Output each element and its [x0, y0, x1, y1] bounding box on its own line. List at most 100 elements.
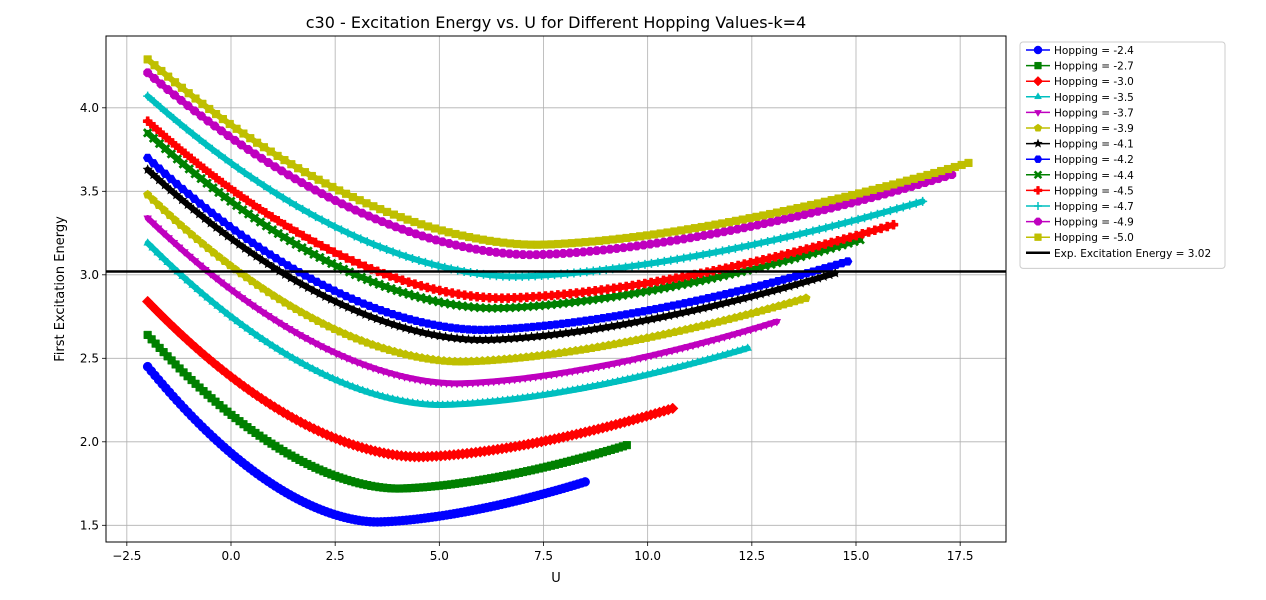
data-point	[743, 241, 753, 251]
data-point	[730, 243, 740, 253]
data-point	[328, 182, 337, 192]
data-point	[457, 333, 469, 344]
data-point	[840, 218, 850, 228]
data-point	[317, 215, 327, 225]
data-point	[892, 204, 902, 214]
data-point	[581, 238, 590, 247]
data-point	[473, 380, 483, 388]
data-point	[285, 272, 297, 283]
data-point	[243, 145, 253, 154]
data-point	[478, 235, 487, 244]
legend-label: Hopping = -2.4	[1054, 45, 1134, 57]
data-point	[376, 205, 385, 214]
data-point	[491, 247, 501, 257]
data-point	[451, 229, 460, 239]
data-point	[451, 332, 463, 344]
data-point	[304, 208, 314, 218]
data-point	[930, 168, 939, 178]
data-point	[181, 224, 191, 234]
data-point	[492, 237, 501, 246]
legend-label: Hopping = -3.0	[1054, 76, 1134, 88]
data-point	[408, 397, 418, 406]
data-point	[186, 229, 197, 239]
data-point	[157, 66, 166, 76]
data-point	[219, 256, 230, 266]
data-point	[911, 198, 921, 208]
data-point	[156, 102, 166, 112]
data-point	[898, 202, 908, 212]
data-point	[298, 204, 308, 214]
data-point	[414, 255, 424, 265]
data-point	[185, 253, 194, 262]
data-point	[801, 228, 811, 238]
legend-marker	[1034, 202, 1042, 210]
data-point	[156, 79, 166, 89]
data-point	[506, 239, 515, 248]
data-point	[176, 194, 188, 205]
data-point	[683, 225, 693, 234]
data-point	[457, 380, 467, 389]
data-point	[310, 185, 320, 195]
data-point	[642, 231, 652, 240]
data-point	[190, 106, 199, 116]
data-point	[323, 371, 333, 379]
data-point	[149, 97, 159, 107]
data-point	[724, 245, 734, 255]
data-point	[225, 119, 234, 129]
data-point	[283, 170, 293, 180]
data-point	[440, 331, 451, 342]
data-point	[170, 78, 180, 87]
data-point	[578, 366, 588, 375]
legend: Hopping = -2.4 Hopping = -2.7 Hopping = -3…	[1019, 41, 1226, 269]
series-7	[142, 163, 841, 345]
data-point	[371, 313, 383, 324]
data-point	[251, 250, 262, 261]
data-point	[403, 277, 414, 287]
legend-label: Hopping = -5.0	[1054, 232, 1134, 244]
data-point	[417, 220, 426, 229]
data-point	[273, 151, 282, 160]
data-point	[776, 234, 786, 244]
data-point	[148, 220, 158, 229]
data-point	[484, 379, 493, 387]
data-point	[214, 252, 224, 261]
data-point	[304, 181, 313, 191]
data-point	[478, 245, 488, 255]
data-point	[663, 228, 672, 237]
data-point	[937, 166, 946, 176]
data-point	[314, 288, 325, 299]
data-point	[428, 329, 440, 340]
data-point	[307, 171, 316, 181]
data-point	[541, 372, 551, 381]
data-point	[690, 224, 699, 233]
data-point	[452, 380, 462, 389]
data-point	[143, 68, 153, 78]
data-point	[407, 253, 417, 263]
data-point	[218, 305, 228, 313]
data-point	[341, 189, 351, 198]
legend-item: Hopping = -4.1	[1026, 138, 1134, 151]
data-point	[154, 200, 164, 209]
legend-label: Hopping = -4.1	[1054, 139, 1134, 151]
y-tick-label: 1.5	[80, 518, 99, 532]
x-tick-label: −2.5	[112, 549, 141, 563]
data-point	[278, 193, 288, 203]
data-point	[354, 306, 366, 317]
data-point	[195, 262, 205, 271]
data-point	[554, 239, 563, 249]
series-13	[143, 55, 973, 249]
data-point	[192, 234, 202, 244]
data-point	[170, 90, 179, 100]
legend-marker	[1034, 61, 1042, 70]
data-point	[711, 247, 721, 257]
data-point	[943, 164, 953, 174]
data-point	[359, 308, 371, 320]
data-point	[207, 144, 217, 154]
data-point	[232, 124, 241, 133]
data-point	[418, 399, 428, 407]
data-point	[666, 255, 676, 265]
data-point	[882, 182, 891, 191]
data-point	[176, 95, 186, 105]
data-point	[743, 343, 753, 351]
